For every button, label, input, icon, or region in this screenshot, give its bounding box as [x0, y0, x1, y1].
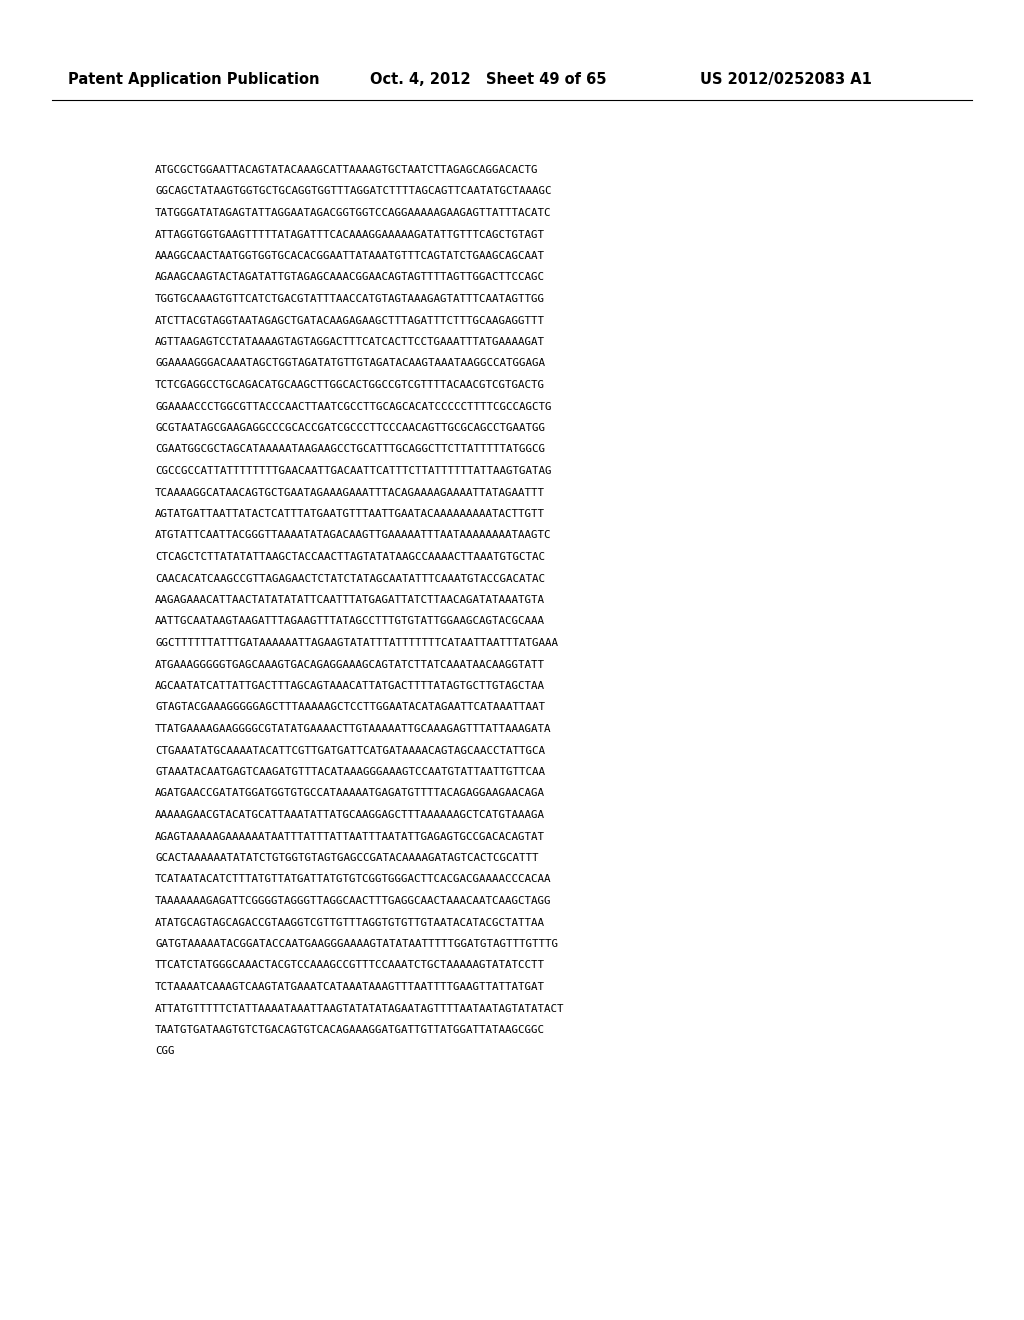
Text: GATGTAAAAATACGGATACCAATGAAGGGAAAAGTATATAATTTTTGGATGTAGTTTGTTTG: GATGTAAAAATACGGATACCAATGAAGGGAAAAGTATATA…: [155, 939, 558, 949]
Text: CTCAGCTCTTATATATTAAGCTACCAACTTAGTATATAAGCCAAAACTTAAATGTGCTAC: CTCAGCTCTTATATATTAAGCTACCAACTTAGTATATAAG…: [155, 552, 545, 562]
Text: ATGAAAGGGGGTGAGCAAAGTGACAGAGGAAAGCAGTATCTTATCAAATAACAAGGTATT: ATGAAAGGGGGTGAGCAAAGTGACAGAGGAAAGCAGTATC…: [155, 660, 545, 669]
Text: GGAAAACCCTGGCGTTACCCAACTTAATCGCCTTGCAGCACATCCCCCTTTTCGCCAGCTG: GGAAAACCCTGGCGTTACCCAACTTAATCGCCTTGCAGCA…: [155, 401, 552, 412]
Text: TAATGTGATAAGTGTCTGACAGTGTCACAGAAAGGATGATTGTTATGGATTATAAGCGGC: TAATGTGATAAGTGTCTGACAGTGTCACAGAAAGGATGAT…: [155, 1026, 545, 1035]
Text: AGAAGCAAGTACTAGATATTGTAGAGCAAACGGAACAGTAGTTTTAGTTGGACTTCCAGC: AGAAGCAAGTACTAGATATTGTAGAGCAAACGGAACAGTA…: [155, 272, 545, 282]
Text: AGCAATATCATTATTGACTTTAGCAGTAAACATTATGACTTTTATAGTGCTTGTAGCTAA: AGCAATATCATTATTGACTTTAGCAGTAAACATTATGACT…: [155, 681, 545, 690]
Text: ATGTATTCAATTACGGGTTAAAATATAGACAAGTTGAAAAATTTAATAAAAAAAATAAGTC: ATGTATTCAATTACGGGTTAAAATATAGACAAGTTGAAAA…: [155, 531, 552, 540]
Text: US 2012/0252083 A1: US 2012/0252083 A1: [700, 73, 871, 87]
Text: GCACTAAAAAATATATCTGTGGTGTAGTGAGCCGATACAAAAGATAGTCACTCGCATTT: GCACTAAAAAATATATCTGTGGTGTAGTGAGCCGATACAA…: [155, 853, 539, 863]
Text: AGAGTAAAAAGAAAAAATAATTTATTTATTAATTTAATATTGAGAGTGCCGACACAGTAT: AGAGTAAAAAGAAAAAATAATTTATTTATTAATTTAATAT…: [155, 832, 545, 842]
Text: AAGAGAAACATTAACTATATATATTCAATTTATGAGATTATCTTAACAGATATAAATGTA: AAGAGAAACATTAACTATATATATTCAATTTATGAGATTA…: [155, 595, 545, 605]
Text: TCAAAAGGCATAACAGTGCTGAATAGAAAGAAATTTACAGAAAAGAAAATTATAGAATTT: TCAAAAGGCATAACAGTGCTGAATAGAAAGAAATTTACAG…: [155, 487, 545, 498]
Text: AAAAAGAACGTACATGCATTAAATATTATGCAAGGAGCTTTAAAAAAGCTCATGTAAAGA: AAAAAGAACGTACATGCATTAAATATTATGCAAGGAGCTT…: [155, 810, 545, 820]
Text: GTAAATACAATGAGTCAAGATGTTTACATAAAGGGAAAGTCCAATGTATTAATTGTTCAA: GTAAATACAATGAGTCAAGATGTTTACATAAAGGGAAAGT…: [155, 767, 545, 777]
Text: AGATGAACCGATATGGATGGTGTGCCATAAAAATGAGATGTTTTACAGAGGAAGAACAGA: AGATGAACCGATATGGATGGTGTGCCATAAAAATGAGATG…: [155, 788, 545, 799]
Text: ATTAGGTGGTGAAGTTTTTATAGATTTCACAAAGGAAAAAGATATTGTTTCAGCTGTAGT: ATTAGGTGGTGAAGTTTTTATAGATTTCACAAAGGAAAAA…: [155, 230, 545, 239]
Text: AGTATGATTAATTATACTCATTTATGAATGTTTAATTGAATACAAAAAAAAATACTTGTT: AGTATGATTAATTATACTCATTTATGAATGTTTAATTGAA…: [155, 510, 545, 519]
Text: AAAGGCAACTAATGGTGGTGCACACGGAATTATAAATGTTTCAGTATCTGAAGCAGCAAT: AAAGGCAACTAATGGTGGTGCACACGGAATTATAAATGTT…: [155, 251, 545, 261]
Text: TGGTGCAAAGTGTTCATCTGACGTATTTAACCATGTAGTAAAGAGTATTTCAATAGTTGG: TGGTGCAAAGTGTTCATCTGACGTATTTAACCATGTAGTA…: [155, 294, 545, 304]
Text: GGAAAAGGGACAAATAGCTGGTAGATATGTTGTAGATACAAGTAAATAAGGCCATGGAGA: GGAAAAGGGACAAATAGCTGGTAGATATGTTGTAGATACA…: [155, 359, 545, 368]
Text: ATGCGCTGGAATTACAGTATACAAAGCATTAAAAGTGCTAATCTTAGAGCAGGACACTG: ATGCGCTGGAATTACAGTATACAAAGCATTAAAAGTGCTA…: [155, 165, 539, 176]
Text: Patent Application Publication: Patent Application Publication: [68, 73, 319, 87]
Text: TAAAAAAAGAGATTCGGGGTAGGGTTAGGCAACTTTGAGGCAACTAAACAATCAAGCTAGG: TAAAAAAAGAGATTCGGGGTAGGGTTAGGCAACTTTGAGG…: [155, 896, 552, 906]
Text: TATGGGATATAGAGTATTAGGAATAGACGGTGGTCCAGGAAAAAGAAGAGTTATTTACATC: TATGGGATATAGAGTATTAGGAATAGACGGTGGTCCAGGA…: [155, 209, 552, 218]
Text: CGCCGCCATTATTTTTTTTGAACAATTGACAATTCATTTCTTATTTTTTATTAAGTGATAG: CGCCGCCATTATTTTTTTTGAACAATTGACAATTCATTTC…: [155, 466, 552, 477]
Text: ATATGCAGTAGCAGACCGTAAGGTCGTTGTTTAGGTGTGTTGTAATACATACGCTATTAA: ATATGCAGTAGCAGACCGTAAGGTCGTTGTTTAGGTGTGT…: [155, 917, 545, 928]
Text: CGG: CGG: [155, 1047, 174, 1056]
Text: GGCAGCTATAAGTGGTGCTGCAGGTGGTTTAGGATCTTTTAGCAGTTCAATATGCTAAAGC: GGCAGCTATAAGTGGTGCTGCAGGTGGTTTAGGATCTTTT…: [155, 186, 552, 197]
Text: AGTTAAGAGTCCTATAAAAGTAGTAGGACTTTCATCACTTCCTGAAATTTATGAAAAGAT: AGTTAAGAGTCCTATAAAAGTAGTAGGACTTTCATCACTT…: [155, 337, 545, 347]
Text: TTATGAAAAGAAGGGGCGTATATGAAAACTTGTAAAAATTGCAAAGAGTTTATTAAAGATA: TTATGAAAAGAAGGGGCGTATATGAAAACTTGTAAAAATT…: [155, 723, 552, 734]
Text: GGCTTTTTTATTTGATAAAAAATTAGAAGTATATTTATTTTTTTCATAATTAATTTATGAAA: GGCTTTTTTATTTGATAAAAAATTAGAAGTATATTTATTT…: [155, 638, 558, 648]
Text: TCTAAAATCAAAGTCAAGTATGAAATCATAAATAAAGTTTAATTTTGAAGTTATTATGAT: TCTAAAATCAAAGTCAAGTATGAAATCATAAATAAAGTTT…: [155, 982, 545, 993]
Text: AATTGCAATAAGTAAGATTTAGAAGTTTATAGCCTTTGTGTATTGGAAGCAGTACGCAAA: AATTGCAATAAGTAAGATTTAGAAGTTTATAGCCTTTGTG…: [155, 616, 545, 627]
Text: ATTATGTTTTTCTATTAAAATAAATTAAGTATATATAGAATAGTTTTAATAATAGTATATACT: ATTATGTTTTTCTATTAAAATAAATTAAGTATATATAGAA…: [155, 1003, 564, 1014]
Text: TCTCGAGGCCTGCAGACATGCAAGCTTGGCACTGGCCGTCGTTTTACAACGTCGTGACTG: TCTCGAGGCCTGCAGACATGCAAGCTTGGCACTGGCCGTC…: [155, 380, 545, 389]
Text: CTGAAATATGCAAAATACATTCGTTGATGATTCATGATAAAACAGTAGCAACCTATTGCA: CTGAAATATGCAAAATACATTCGTTGATGATTCATGATAA…: [155, 746, 545, 755]
Text: GTAGTACGAAAGGGGGAGCTTTAAAAAGCTCCTTGGAATACATAGAATTCATAAATTAAT: GTAGTACGAAAGGGGGAGCTTTAAAAAGCTCCTTGGAATA…: [155, 702, 545, 713]
Text: CGAATGGCGCTAGCATAAAAATAAGAAGCCTGCATTTGCAGGCTTCTTATTTTTATGGCG: CGAATGGCGCTAGCATAAAAATAAGAAGCCTGCATTTGCA…: [155, 445, 545, 454]
Text: CAACACATCAAGCCGTTAGAGAACTCTATCTATAGCAATATTTCAAATGTACCGACATAC: CAACACATCAAGCCGTTAGAGAACTCTATCTATAGCAATA…: [155, 573, 545, 583]
Text: TTCATCTATGGGCAAACTACGTCCAAAGCCGTTTCCAAATCTGCTAAAAAGTATATCCTT: TTCATCTATGGGCAAACTACGTCCAAAGCCGTTTCCAAAT…: [155, 961, 545, 970]
Text: Oct. 4, 2012   Sheet 49 of 65: Oct. 4, 2012 Sheet 49 of 65: [370, 73, 606, 87]
Text: GCGTAATAGCGAAGAGGCCCGCACCGATCGCCCTTCCCAACAGTTGCGCAGCCTGAATGG: GCGTAATAGCGAAGAGGCCCGCACCGATCGCCCTTCCCAA…: [155, 422, 545, 433]
Text: TCATAATACATCTTTATGTTATGATTATGTGTCGGTGGGACTTCACGACGAAAACCCACAA: TCATAATACATCTTTATGTTATGATTATGTGTCGGTGGGA…: [155, 874, 552, 884]
Text: ATCTTACGTAGGTAATAGAGCTGATACAAGAGAAGCTTTAGATTTCTTTGCAAGAGGTTT: ATCTTACGTAGGTAATAGAGCTGATACAAGAGAAGCTTTA…: [155, 315, 545, 326]
